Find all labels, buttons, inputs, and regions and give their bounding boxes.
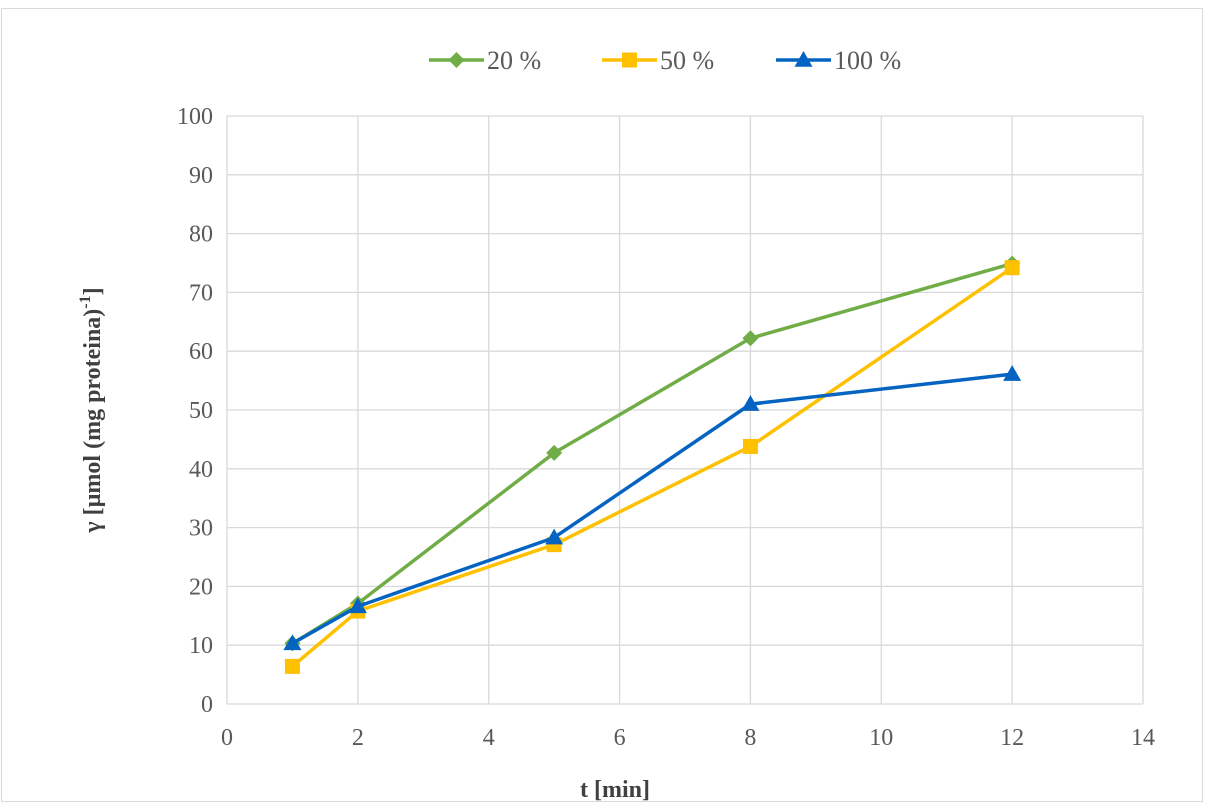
legend-item: 100 % xyxy=(776,46,901,75)
x-tick-label: 0 xyxy=(221,725,233,751)
data-point xyxy=(348,597,367,614)
y-tick-label: 80 xyxy=(189,222,213,248)
y-tick-label: 0 xyxy=(201,692,213,718)
gridlines xyxy=(226,115,1144,705)
y-tick-label: 10 xyxy=(189,633,213,659)
y-tick-label: 50 xyxy=(189,398,213,424)
x-tick-label: 2 xyxy=(352,725,364,751)
x-tick-label: 12 xyxy=(1000,725,1024,751)
y-tick-label: 60 xyxy=(189,339,213,365)
data-point xyxy=(284,658,300,674)
legend-item: 20 % xyxy=(429,46,541,75)
x-tick-label: 14 xyxy=(1131,725,1155,751)
y-axis-title-sup: -1 xyxy=(77,295,94,308)
y-tick-label: 30 xyxy=(189,516,213,542)
series-layer xyxy=(283,255,1022,674)
legend: 20 % 50 % 100 % xyxy=(429,46,901,75)
x-tick-label: 4 xyxy=(483,725,495,751)
data-point xyxy=(741,395,760,411)
legend-item: 50 % xyxy=(602,46,714,75)
x-tick-label: 6 xyxy=(614,725,626,751)
y-axis-title: γ [µmol (mg proteina)-1] xyxy=(77,287,106,533)
legend-label: 100 % xyxy=(834,46,901,75)
data-point xyxy=(1003,365,1022,381)
x-axis-title: t [min] xyxy=(580,777,650,803)
y-axis-title-main: γ [µmol (mg proteina) xyxy=(80,309,106,534)
series-line xyxy=(290,372,1014,646)
chart-frame xyxy=(1,8,1203,802)
data-point xyxy=(545,528,564,545)
data-point xyxy=(283,634,302,651)
tick-labels: 0 10 20 30 40 50 60 70 80 90 100 0 2 4 6 8 10 12 14 xyxy=(177,104,1155,751)
legend-marker xyxy=(622,52,637,68)
x-tick-label: 10 xyxy=(869,725,893,751)
y-axis-title-close: ] xyxy=(80,287,106,295)
legend-marker xyxy=(794,51,813,67)
legend-marker xyxy=(448,52,465,68)
legend-label: 20 % xyxy=(487,46,541,75)
data-point xyxy=(546,444,563,461)
y-tick-label: 40 xyxy=(189,457,213,483)
data-point xyxy=(742,330,759,347)
y-tick-label: 70 xyxy=(189,280,213,306)
series-line xyxy=(290,265,1014,669)
x-tick-label: 8 xyxy=(744,725,756,751)
legend-label: 50 % xyxy=(660,46,714,75)
y-tick-label: 20 xyxy=(189,574,213,600)
data-point xyxy=(742,438,758,454)
y-tick-label: 100 xyxy=(177,104,213,130)
series-2 xyxy=(284,260,1020,674)
y-tick-label: 90 xyxy=(189,163,213,189)
series-3 xyxy=(283,365,1022,651)
data-point xyxy=(1004,260,1020,276)
